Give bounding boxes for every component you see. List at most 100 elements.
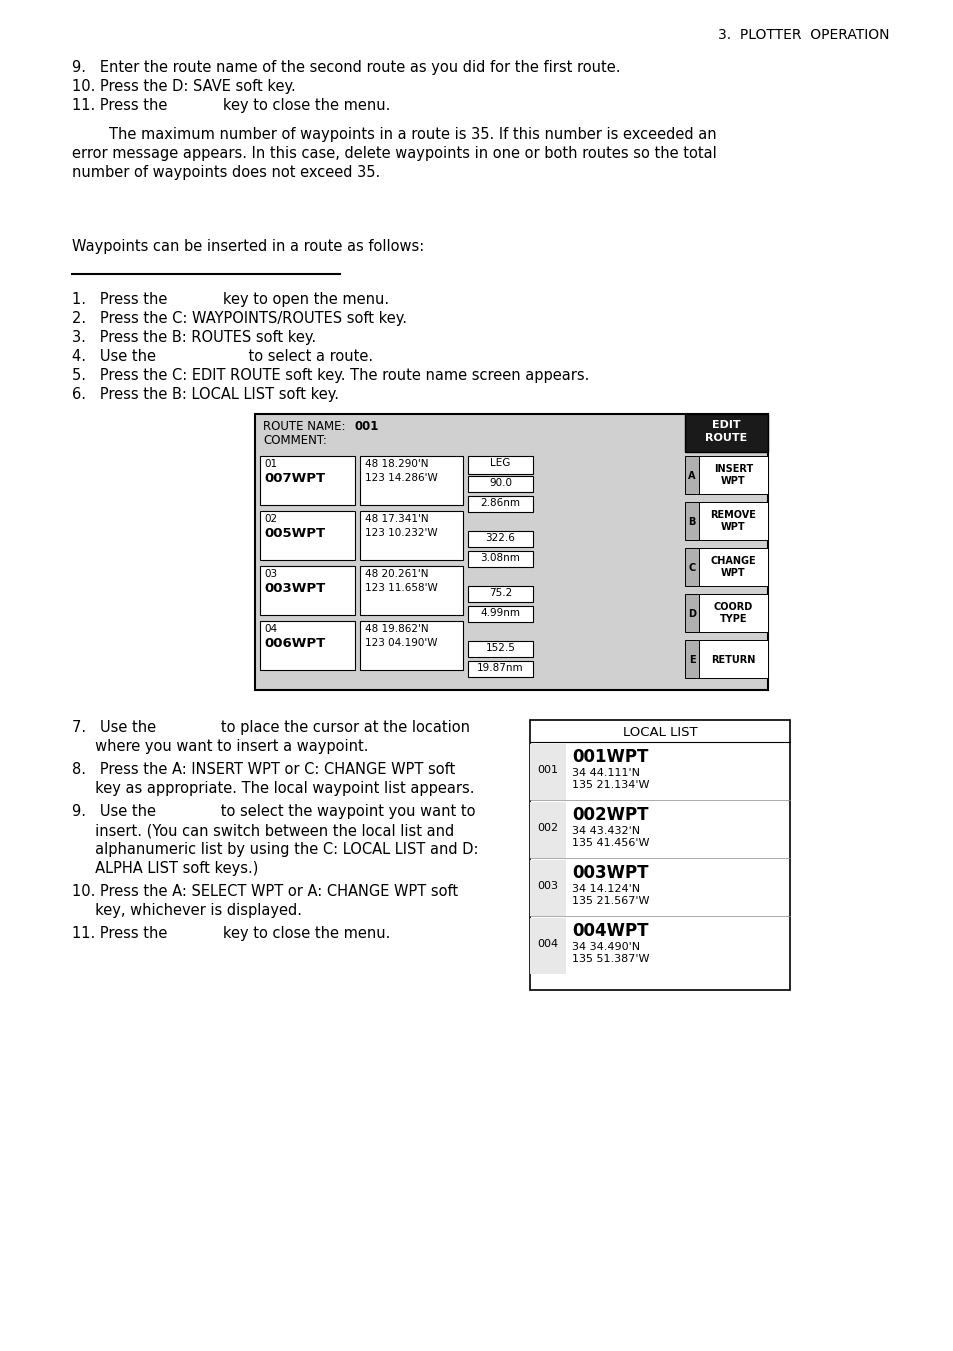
- Text: E: E: [688, 655, 695, 665]
- Text: ROUTE NAME:: ROUTE NAME:: [263, 420, 349, 434]
- Text: ROUTE: ROUTE: [704, 434, 747, 443]
- Text: The maximum number of waypoints in a route is 35. If this number is exceeded an: The maximum number of waypoints in a rou…: [71, 127, 716, 142]
- Text: error message appears. In this case, delete waypoints in one or both routes so t: error message appears. In this case, del…: [71, 146, 716, 161]
- Text: 004WPT: 004WPT: [572, 921, 648, 940]
- Text: 75.2: 75.2: [488, 588, 512, 598]
- Bar: [468, 551, 533, 567]
- Text: 001: 001: [537, 765, 558, 775]
- Bar: [468, 607, 533, 621]
- Text: INSERT: INSERT: [713, 463, 752, 474]
- Text: key as appropriate. The local waypoint list appears.: key as appropriate. The local waypoint l…: [71, 781, 474, 796]
- Bar: [699, 640, 767, 678]
- Text: 7.   Use the              to place the cursor at the location: 7. Use the to place the cursor at the lo…: [71, 720, 470, 735]
- Text: alphanumeric list by using the C: LOCAL LIST and D:: alphanumeric list by using the C: LOCAL …: [71, 842, 478, 857]
- Text: 4.99nm: 4.99nm: [480, 608, 520, 617]
- Text: insert. (You can switch between the local list and: insert. (You can switch between the loca…: [71, 823, 454, 838]
- Text: 123 11.658'W: 123 11.658'W: [365, 584, 437, 593]
- Text: 123 04.190'W: 123 04.190'W: [365, 638, 437, 648]
- Text: 5.   Press the C: EDIT ROUTE soft key. The route name screen appears.: 5. Press the C: EDIT ROUTE soft key. The…: [71, 367, 589, 382]
- Text: 03: 03: [264, 569, 276, 580]
- Bar: [530, 802, 565, 858]
- Text: 48 20.261'N: 48 20.261'N: [365, 569, 428, 580]
- Text: 19.87nm: 19.87nm: [476, 663, 523, 673]
- Text: 90.0: 90.0: [489, 478, 512, 488]
- Bar: [468, 661, 533, 677]
- Text: 007WPT: 007WPT: [264, 471, 325, 485]
- Text: ALPHA LIST soft keys.): ALPHA LIST soft keys.): [71, 861, 258, 875]
- Text: 002: 002: [537, 823, 558, 834]
- Text: 02: 02: [264, 513, 276, 524]
- Text: COMMENT:: COMMENT:: [263, 434, 327, 447]
- Text: 003WPT: 003WPT: [572, 865, 648, 882]
- Text: 34 43.432'N: 34 43.432'N: [572, 825, 639, 836]
- Text: A: A: [687, 471, 695, 481]
- Text: 3.08nm: 3.08nm: [480, 553, 520, 563]
- Text: 135 21.567'W: 135 21.567'W: [572, 896, 649, 907]
- Text: D: D: [687, 609, 696, 619]
- Bar: [530, 917, 565, 974]
- Text: 9.   Enter the route name of the second route as you did for the first route.: 9. Enter the route name of the second ro…: [71, 59, 619, 76]
- Text: 48 17.341'N: 48 17.341'N: [365, 513, 428, 524]
- Text: WPT: WPT: [720, 521, 745, 532]
- Text: 48 19.862'N: 48 19.862'N: [365, 624, 428, 634]
- Text: 01: 01: [264, 459, 276, 469]
- Bar: [684, 457, 699, 494]
- Text: WPT: WPT: [720, 567, 745, 578]
- Bar: [468, 457, 533, 474]
- Text: B: B: [688, 517, 695, 527]
- Text: key, whichever is displayed.: key, whichever is displayed.: [71, 902, 302, 917]
- Bar: [699, 549, 767, 586]
- Text: 002WPT: 002WPT: [572, 807, 648, 824]
- Bar: [684, 640, 699, 678]
- Text: 48 18.290'N: 48 18.290'N: [365, 459, 428, 469]
- Text: 04: 04: [264, 624, 276, 634]
- Text: RETURN: RETURN: [711, 655, 755, 665]
- Text: where you want to insert a waypoint.: where you want to insert a waypoint.: [71, 739, 368, 754]
- Text: 11. Press the            key to close the menu.: 11. Press the key to close the menu.: [71, 99, 390, 113]
- Text: 322.6: 322.6: [485, 534, 515, 543]
- Bar: [260, 457, 355, 505]
- Text: 003: 003: [537, 881, 558, 892]
- Bar: [359, 457, 462, 505]
- Bar: [359, 566, 462, 615]
- Bar: [699, 503, 767, 540]
- Text: LEG: LEG: [490, 458, 510, 467]
- Text: 11. Press the            key to close the menu.: 11. Press the key to close the menu.: [71, 925, 390, 942]
- Text: COORD: COORD: [713, 603, 752, 612]
- Text: 2.   Press the C: WAYPOINTS/ROUTES soft key.: 2. Press the C: WAYPOINTS/ROUTES soft ke…: [71, 311, 407, 326]
- Bar: [684, 594, 699, 632]
- Text: 4.   Use the                    to select a route.: 4. Use the to select a route.: [71, 349, 373, 363]
- Text: CHANGE: CHANGE: [710, 557, 756, 566]
- Text: 001WPT: 001WPT: [572, 748, 648, 766]
- Bar: [530, 720, 789, 990]
- Text: C: C: [688, 563, 695, 573]
- Bar: [468, 496, 533, 512]
- Text: 10. Press the A: SELECT WPT or A: CHANGE WPT soft: 10. Press the A: SELECT WPT or A: CHANGE…: [71, 884, 457, 898]
- Text: 135 41.456'W: 135 41.456'W: [572, 838, 649, 848]
- Text: 001: 001: [355, 420, 379, 434]
- Text: 006WPT: 006WPT: [264, 638, 325, 650]
- Text: 10. Press the D: SAVE soft key.: 10. Press the D: SAVE soft key.: [71, 78, 295, 95]
- Text: 123 10.232'W: 123 10.232'W: [365, 528, 437, 538]
- Text: TYPE: TYPE: [719, 613, 746, 624]
- Bar: [684, 549, 699, 586]
- Text: 3.  PLOTTER  OPERATION: 3. PLOTTER OPERATION: [718, 28, 889, 42]
- Text: 1.   Press the            key to open the menu.: 1. Press the key to open the menu.: [71, 292, 389, 307]
- Text: WPT: WPT: [720, 476, 745, 486]
- Bar: [468, 586, 533, 603]
- Text: 135 21.134'W: 135 21.134'W: [572, 780, 649, 790]
- Text: 34 34.490'N: 34 34.490'N: [572, 942, 639, 952]
- Text: 005WPT: 005WPT: [264, 527, 325, 540]
- Text: 34 44.111'N: 34 44.111'N: [572, 767, 639, 778]
- Text: 8.   Press the A: INSERT WPT or C: CHANGE WPT soft: 8. Press the A: INSERT WPT or C: CHANGE …: [71, 762, 455, 777]
- Bar: [530, 744, 565, 800]
- Text: number of waypoints does not exceed 35.: number of waypoints does not exceed 35.: [71, 165, 380, 180]
- Bar: [260, 621, 355, 670]
- Bar: [468, 531, 533, 547]
- Bar: [684, 413, 767, 453]
- Text: 135 51.387'W: 135 51.387'W: [572, 954, 649, 965]
- Text: 2.86nm: 2.86nm: [480, 499, 520, 508]
- Bar: [468, 476, 533, 492]
- Text: 123 14.286'W: 123 14.286'W: [365, 473, 437, 484]
- Bar: [699, 457, 767, 494]
